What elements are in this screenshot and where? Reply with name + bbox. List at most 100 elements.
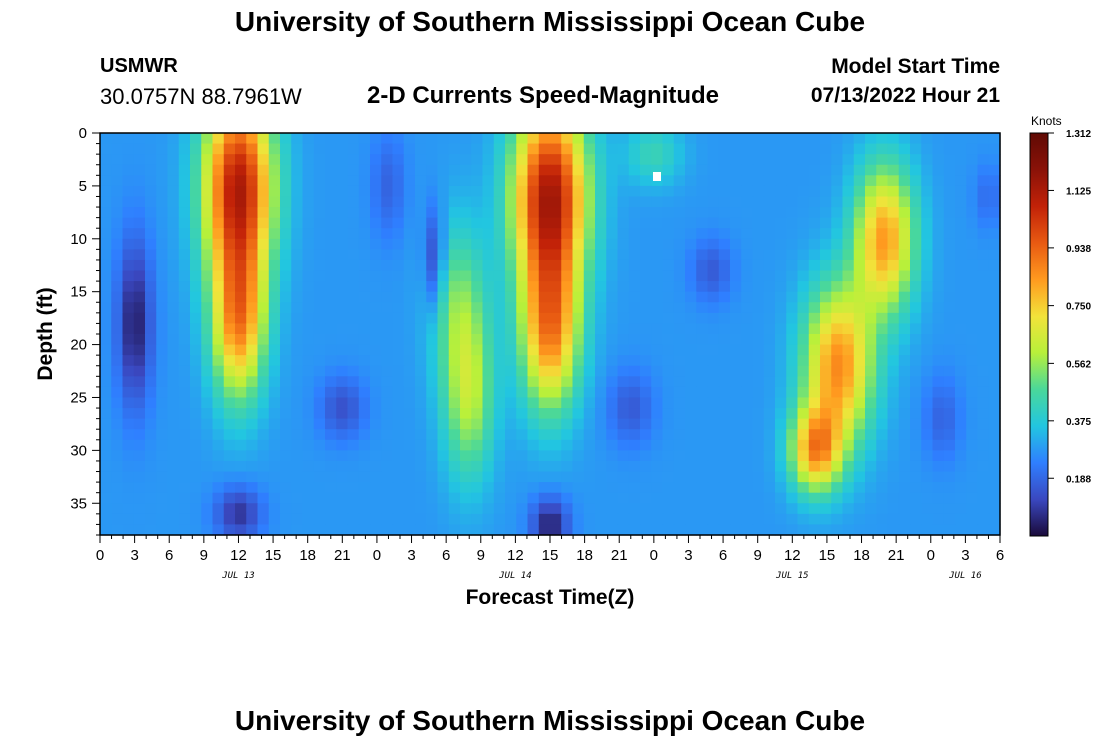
heatmap-cell bbox=[133, 217, 146, 229]
heatmap-cell bbox=[955, 386, 967, 399]
heatmap-cell bbox=[426, 429, 439, 441]
heatmap-cell bbox=[561, 513, 574, 526]
heatmap-cell bbox=[178, 207, 191, 219]
heatmap-cell bbox=[313, 323, 326, 335]
heatmap-cell bbox=[190, 249, 202, 261]
heatmap-cell bbox=[111, 302, 124, 314]
heatmap-cell bbox=[775, 291, 787, 303]
heatmap-cell bbox=[977, 259, 990, 272]
heatmap-cell bbox=[628, 196, 641, 208]
heatmap-cell bbox=[685, 185, 697, 198]
heatmap-cell bbox=[561, 365, 574, 377]
heatmap-cell bbox=[190, 207, 202, 219]
heatmap-cell bbox=[448, 365, 461, 377]
heatmap-cell bbox=[201, 143, 214, 155]
heatmap-cell bbox=[178, 323, 191, 335]
heatmap-cell bbox=[223, 365, 236, 377]
heatmap-cell bbox=[426, 133, 439, 145]
heatmap-cell bbox=[865, 524, 877, 536]
heatmap-cell bbox=[302, 429, 315, 441]
heatmap-cell bbox=[651, 207, 664, 219]
heatmap-cell bbox=[302, 439, 315, 451]
heatmap-cell bbox=[831, 291, 844, 303]
heatmap-cell bbox=[752, 270, 765, 282]
heatmap-cell bbox=[178, 429, 191, 441]
heatmap-cell bbox=[730, 503, 742, 515]
heatmap-cell bbox=[550, 524, 562, 536]
heatmap-cell bbox=[448, 397, 461, 409]
heatmap-cell bbox=[415, 270, 427, 282]
heatmap-cell bbox=[178, 249, 191, 261]
heatmap-cell bbox=[448, 460, 461, 473]
heatmap-cell bbox=[966, 450, 979, 462]
heatmap-cell bbox=[550, 513, 562, 526]
heatmap-cell bbox=[865, 228, 877, 240]
heatmap-cell bbox=[156, 323, 169, 335]
heatmap-cell bbox=[268, 460, 281, 473]
heatmap-cell bbox=[988, 291, 1001, 303]
heatmap-cell bbox=[268, 524, 281, 536]
heatmap-cell bbox=[471, 217, 484, 229]
heatmap-cell bbox=[111, 471, 124, 483]
heatmap-cell bbox=[640, 334, 652, 346]
heatmap-cell bbox=[325, 365, 337, 377]
heatmap-cell bbox=[313, 249, 326, 261]
heatmap-cell bbox=[628, 376, 641, 388]
heatmap-cell bbox=[651, 259, 664, 272]
heatmap-cell bbox=[808, 207, 821, 219]
heatmap-cell bbox=[685, 143, 697, 155]
heatmap-cell bbox=[808, 175, 821, 187]
heatmap-cell bbox=[955, 323, 967, 335]
heatmap-cell bbox=[628, 386, 641, 399]
heatmap-cell bbox=[673, 386, 686, 399]
heatmap-cell bbox=[325, 450, 337, 462]
heatmap-cell bbox=[730, 175, 742, 187]
heatmap-cell bbox=[583, 323, 596, 335]
heatmap-cell bbox=[628, 249, 641, 261]
heatmap-cell bbox=[167, 228, 180, 240]
heatmap-cell bbox=[572, 259, 585, 272]
heatmap-cell bbox=[426, 312, 439, 325]
date-label: JUL 15 bbox=[775, 571, 809, 581]
heatmap-cell bbox=[797, 228, 810, 240]
heatmap-cell bbox=[853, 259, 866, 272]
heatmap-cell bbox=[381, 323, 394, 335]
heatmap-cell bbox=[325, 376, 337, 388]
heatmap-cell bbox=[178, 482, 191, 494]
heatmap-cell bbox=[730, 217, 742, 229]
heatmap-cell bbox=[775, 524, 787, 536]
heatmap-cell bbox=[268, 408, 281, 420]
heatmap-cell bbox=[212, 344, 225, 356]
heatmap-cell bbox=[583, 185, 596, 198]
heatmap-cell bbox=[235, 312, 247, 325]
heatmap-cell bbox=[876, 418, 889, 430]
heatmap-cell bbox=[550, 439, 562, 451]
heatmap-cell bbox=[381, 259, 394, 272]
heatmap-cell bbox=[268, 185, 281, 198]
heatmap-cell bbox=[842, 185, 855, 198]
heatmap-cell bbox=[212, 482, 225, 494]
heatmap-cell bbox=[651, 133, 664, 145]
heatmap-cell bbox=[358, 217, 371, 229]
heatmap-cell bbox=[235, 207, 247, 219]
heatmap-cell bbox=[550, 450, 562, 462]
heatmap-cell bbox=[707, 154, 720, 166]
heatmap-cell bbox=[212, 386, 225, 399]
heatmap-cell bbox=[640, 249, 652, 261]
heatmap-cell bbox=[448, 207, 461, 219]
heatmap-cell bbox=[291, 207, 304, 219]
heatmap-cell bbox=[943, 154, 956, 166]
heatmap-cell bbox=[448, 408, 461, 420]
heatmap-cell bbox=[550, 408, 562, 420]
heatmap-cell bbox=[358, 291, 371, 303]
heatmap-cell bbox=[898, 397, 911, 409]
heatmap-cell bbox=[561, 460, 574, 473]
heatmap-cell bbox=[201, 259, 214, 272]
heatmap-cell bbox=[133, 471, 146, 483]
heatmap-cell bbox=[550, 217, 562, 229]
heatmap-cell bbox=[437, 238, 450, 250]
heatmap-cell bbox=[280, 429, 292, 441]
heatmap-cell bbox=[415, 418, 427, 430]
heatmap-cell bbox=[370, 376, 382, 388]
heatmap-cell bbox=[145, 408, 157, 420]
